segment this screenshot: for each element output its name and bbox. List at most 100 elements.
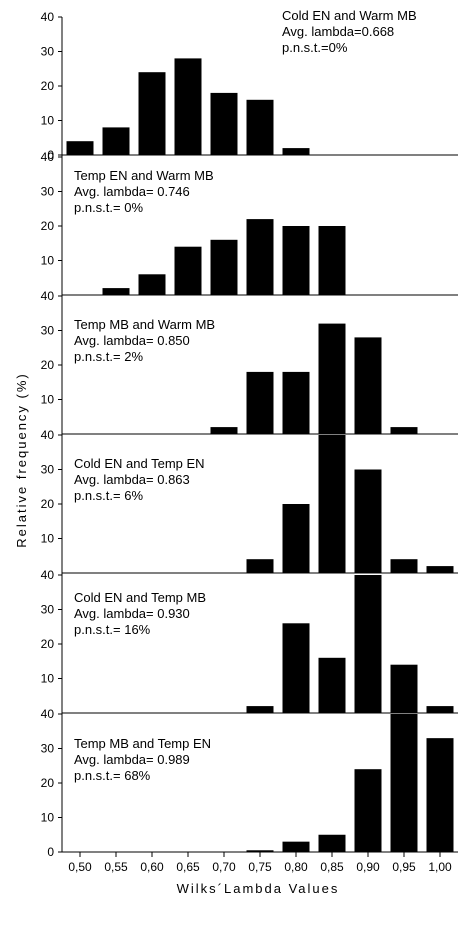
bar	[102, 288, 130, 295]
y-tick-label: 40	[41, 707, 55, 721]
bar	[210, 427, 238, 434]
panel-annotation-line: Avg. lambda= 0.863	[74, 472, 190, 487]
bar	[138, 72, 166, 155]
x-tick-label: 0,75	[248, 860, 272, 874]
y-tick-label: 10	[41, 114, 55, 128]
y-tick-label: 20	[41, 776, 55, 790]
bar	[318, 834, 346, 852]
panel-annotation-line: Cold EN and Warm MB	[282, 8, 417, 23]
panel-annotation-line: p.n.s.t.= 6%	[74, 488, 143, 503]
bar	[390, 714, 418, 852]
panel-annotation-line: Avg. lambda= 0.989	[74, 752, 190, 767]
x-tick-label: 0,50	[68, 860, 92, 874]
y-tick-label: 10	[41, 811, 55, 825]
x-tick-label: 0,80	[284, 860, 308, 874]
bar	[282, 371, 310, 434]
panel-annotation-line: p.n.s.t.= 16%	[74, 622, 151, 637]
y-tick-label: 30	[41, 463, 55, 477]
bar	[174, 58, 202, 155]
x-tick-label: 0,60	[140, 860, 164, 874]
bar	[246, 371, 274, 434]
panel-annotation-line: Cold EN and Temp EN	[74, 456, 205, 471]
x-tick-label: 1,00	[428, 860, 452, 874]
y-tick-label: 0	[47, 148, 54, 162]
y-tick-label: 20	[41, 358, 55, 372]
x-tick-label: 0,55	[104, 860, 128, 874]
bar	[354, 575, 382, 713]
panel-annotation-line: Cold EN and Temp MB	[74, 590, 206, 605]
bar	[246, 706, 274, 713]
bar	[246, 850, 274, 852]
bar	[174, 246, 202, 295]
y-tick-label: 40	[41, 568, 55, 582]
bar	[318, 657, 346, 713]
y-tick-label: 30	[41, 45, 55, 59]
bar	[390, 427, 418, 434]
bar	[246, 99, 274, 155]
x-tick-label: 0,70	[212, 860, 236, 874]
bar	[426, 706, 454, 713]
bar	[138, 274, 166, 295]
panel-annotation-line: p.n.s.t.=0%	[282, 40, 348, 55]
y-tick-label: 20	[41, 637, 55, 651]
bar	[282, 504, 310, 573]
bar	[354, 469, 382, 573]
bar	[426, 738, 454, 852]
bar	[354, 337, 382, 434]
panel-annotation-line: Temp EN and Warm MB	[74, 168, 214, 183]
y-tick-label: 10	[41, 393, 55, 407]
bar	[282, 226, 310, 295]
panel-annotation-line: p.n.s.t.= 68%	[74, 768, 151, 783]
y-tick-label: 10	[41, 672, 55, 686]
y-tick-label: 20	[41, 219, 55, 233]
bar	[246, 219, 274, 295]
bar	[426, 566, 454, 573]
y-tick-label: 40	[41, 289, 55, 303]
y-tick-label: 30	[41, 185, 55, 199]
bar	[318, 435, 346, 573]
y-tick-label: 30	[41, 742, 55, 756]
panel-annotation-line: p.n.s.t.= 2%	[74, 349, 143, 364]
y-tick-label: 0	[47, 845, 54, 859]
x-tick-label: 0,95	[392, 860, 416, 874]
x-tick-label: 0,85	[320, 860, 344, 874]
bar	[282, 623, 310, 713]
y-tick-label: 40	[41, 10, 55, 24]
y-tick-label: 30	[41, 603, 55, 617]
bar	[354, 769, 382, 852]
bar	[246, 559, 274, 573]
y-tick-label: 40	[41, 150, 55, 164]
panel-annotation-line: Temp MB and Warm MB	[74, 317, 215, 332]
y-tick-label: 20	[41, 79, 55, 93]
panel-annotation-line: Avg. lambda=0.668	[282, 24, 394, 39]
bar	[282, 148, 310, 155]
panel-annotation-line: Avg. lambda= 0.746	[74, 184, 190, 199]
bar	[210, 92, 238, 155]
y-tick-label: 10	[41, 254, 55, 268]
panel-annotation-line: p.n.s.t.= 0%	[74, 200, 143, 215]
bar	[390, 664, 418, 713]
x-tick-label: 0,65	[176, 860, 200, 874]
y-tick-label: 30	[41, 324, 55, 338]
y-tick-label: 20	[41, 497, 55, 511]
x-tick-label: 0,90	[356, 860, 380, 874]
y-tick-label: 40	[41, 428, 55, 442]
bar	[102, 127, 130, 155]
panel-annotation-line: Avg. lambda= 0.850	[74, 333, 190, 348]
panel-annotation-line: Avg. lambda= 0.930	[74, 606, 190, 621]
panel-annotation-line: Temp MB and Temp EN	[74, 736, 211, 751]
y-tick-label: 10	[41, 532, 55, 546]
bar	[66, 141, 94, 155]
bar	[210, 239, 238, 295]
bar	[318, 323, 346, 434]
bar	[282, 841, 310, 852]
x-axis-title: Wilks´Lambda Values	[177, 881, 340, 896]
bar	[318, 226, 346, 295]
